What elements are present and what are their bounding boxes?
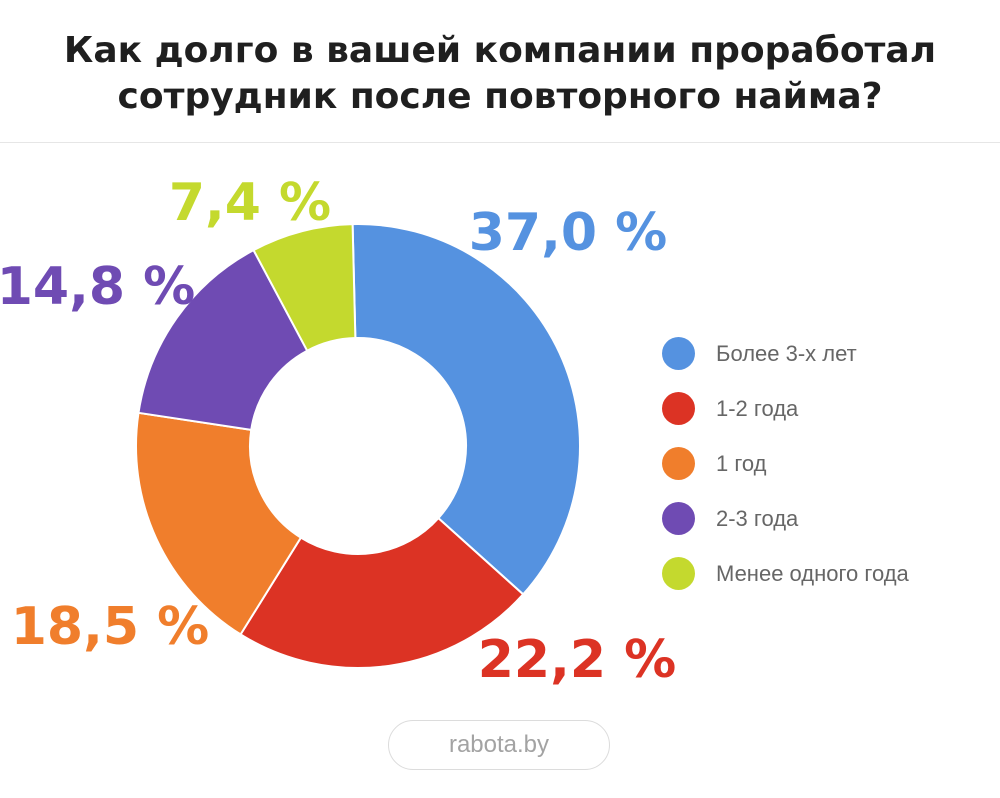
chart-legend: Более 3-х лет 1-2 года 1 год 2-3 года Ме…: [662, 326, 992, 601]
legend-marker: [662, 447, 695, 480]
donut-slice-4: [137, 248, 309, 431]
slice-value-label-4: 14,8 %: [0, 257, 195, 317]
chart-title-line-1: Как долго в вашей компании проработал: [63, 30, 937, 71]
donut-slice-2: [239, 516, 525, 669]
chart-title-line-2: сотрудник после повторного найма?: [117, 76, 883, 117]
slice-value-label-1: 37,0 %: [469, 203, 668, 263]
legend-marker: [662, 337, 695, 370]
title-divider: [0, 142, 1000, 143]
legend-label: Менее одного года: [716, 560, 909, 586]
slice-value-label-3: 18,5 %: [11, 597, 210, 657]
source-badge[interactable]: rabota.by: [388, 720, 610, 770]
legend-item-less-than-1-year: Менее одного года: [662, 546, 992, 601]
legend-marker: [662, 392, 695, 425]
legend-marker: [662, 502, 695, 535]
chart-title: Как долго в вашей компании проработал со…: [0, 28, 1000, 120]
legend-label: 2-3 года: [716, 505, 799, 531]
donut-slice-5: [252, 223, 357, 353]
legend-item-1-year: 1 год: [662, 436, 992, 491]
legend-label: Более 3-х лет: [716, 340, 857, 366]
legend-item-2-3-years: 2-3 года: [662, 491, 992, 546]
legend-item-more-than-3-years: Более 3-х лет: [662, 326, 992, 381]
legend-label: 1-2 года: [716, 395, 799, 421]
donut-slice-1: [351, 223, 581, 596]
legend-marker: [662, 557, 695, 590]
donut-slice-3: [135, 411, 303, 636]
slice-value-label-5: 7,4 %: [169, 173, 331, 233]
legend-item-1-2-years: 1-2 года: [662, 381, 992, 436]
legend-label: 1 год: [716, 450, 767, 476]
slice-value-label-2: 22,2 %: [478, 630, 677, 690]
